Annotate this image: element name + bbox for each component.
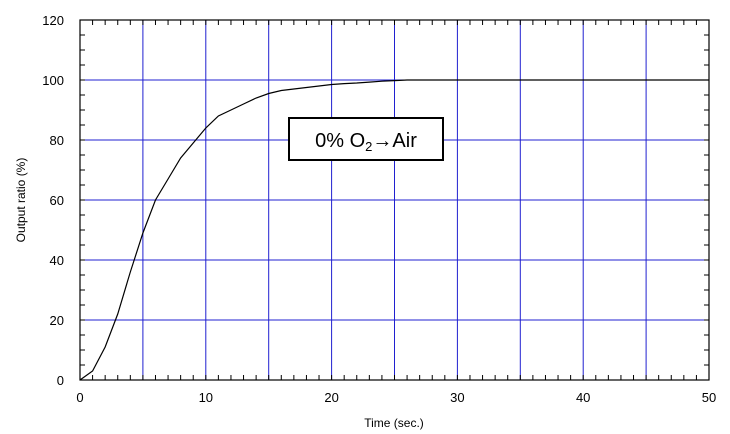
x-tick-label: 10 <box>199 390 213 405</box>
y-tick-label: 120 <box>42 13 64 28</box>
y-axis-title: Output ratio (%) <box>14 158 28 243</box>
y-tick-label: 60 <box>50 193 64 208</box>
x-tick-labels: 0 10 20 30 40 50 <box>76 390 716 405</box>
annotation-subscript: 2 <box>365 139 372 154</box>
annotation-label: 0% O2→Air <box>315 130 417 154</box>
y-tick-label: 0 <box>57 373 64 388</box>
series-line <box>79 79 709 381</box>
x-tick-label: 30 <box>450 390 464 405</box>
x-tick-label: 0 <box>76 390 83 405</box>
y-tick-label: 80 <box>50 133 64 148</box>
y-tick-label: 20 <box>50 313 64 328</box>
annotation-suffix: →Air <box>372 130 417 152</box>
annotation-prefix: 0% O <box>315 130 365 152</box>
x-axis-title: Time (sec.) <box>364 416 424 430</box>
x-tick-label: 50 <box>702 390 716 405</box>
minor-ticks <box>79 19 710 381</box>
annotation-frame <box>288 117 444 161</box>
y-tick-label: 100 <box>42 73 64 88</box>
y-tick-labels: 0 20 40 60 80 100 120 <box>42 13 64 388</box>
y-tick-label: 40 <box>50 253 64 268</box>
x-tick-label: 20 <box>324 390 338 405</box>
x-tick-label: 40 <box>576 390 590 405</box>
plot-frame <box>79 19 710 381</box>
annotation-box: 0% O2→Air <box>288 117 444 161</box>
